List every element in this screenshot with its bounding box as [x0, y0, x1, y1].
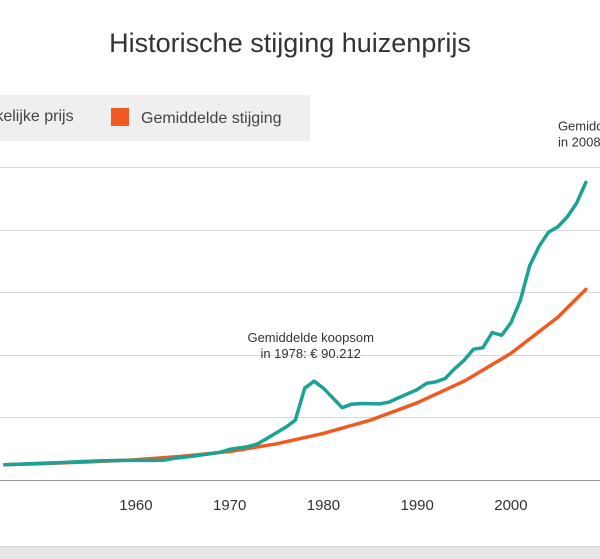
gridlines	[0, 167, 600, 418]
legend-item-average[interactable]: Gemiddelde stijging	[111, 108, 282, 128]
x-tick-label-1980: 1980	[307, 497, 340, 514]
legend-item-actual[interactable]: rkelijke prijs	[0, 108, 74, 126]
series-line-average	[2, 287, 588, 467]
chart-title: Historische stijging huizenprijs	[109, 28, 471, 58]
series-line-actual	[2, 180, 588, 467]
legend-swatch-average	[111, 108, 129, 126]
annotation-0-line-1: in 1978: € 90.212	[260, 346, 360, 361]
x-tick-label-1960: 1960	[119, 497, 152, 514]
legend: rkelijke prijs Gemiddelde stijging	[0, 95, 310, 141]
legend-label-actual: rkelijke prijs	[0, 108, 74, 125]
annotation-1-line-0: Gemiddel	[558, 118, 600, 133]
legend-label-average: Gemiddelde stijging	[141, 110, 282, 127]
x-tick-label-2000: 2000	[494, 497, 527, 514]
x-axis: 1960 1970 1980 1990 2000	[0, 480, 600, 514]
x-tick-label-1990: 1990	[401, 497, 434, 514]
chart-card: Historische stijging huizenprijs 1960 197…	[0, 0, 600, 547]
x-tick-label-1970: 1970	[213, 497, 246, 514]
annotation-0-line-0: Gemiddelde koopsom	[247, 330, 373, 345]
annotation-1-line-1: in 2008	[558, 134, 600, 149]
chart-plot: 1960 1970 1980 1990 2000 Gemiddelde koopsomi…	[0, 118, 600, 514]
series-lines	[2, 180, 588, 467]
